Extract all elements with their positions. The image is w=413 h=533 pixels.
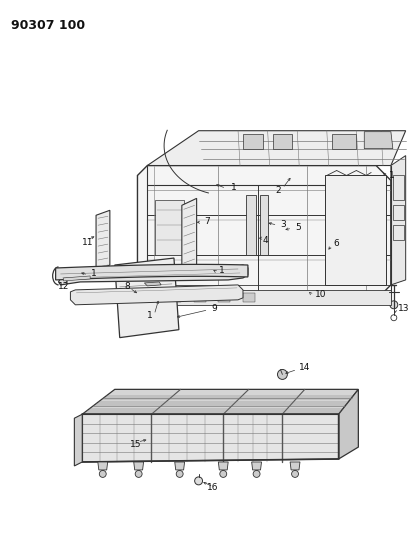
Polygon shape	[145, 282, 161, 286]
Polygon shape	[70, 285, 243, 305]
Circle shape	[135, 471, 142, 478]
Text: 10: 10	[315, 290, 326, 300]
Polygon shape	[134, 462, 144, 470]
Text: 15: 15	[130, 440, 141, 449]
Polygon shape	[273, 134, 292, 149]
Polygon shape	[393, 175, 404, 200]
Polygon shape	[175, 462, 185, 470]
Polygon shape	[325, 175, 386, 285]
Text: 16: 16	[206, 483, 218, 492]
Polygon shape	[82, 414, 339, 462]
Polygon shape	[138, 166, 391, 300]
Circle shape	[176, 471, 183, 478]
Text: 6: 6	[334, 239, 339, 248]
Circle shape	[220, 471, 227, 478]
Polygon shape	[147, 290, 391, 305]
Text: 90307 100: 90307 100	[11, 19, 85, 33]
Circle shape	[351, 227, 366, 243]
Circle shape	[390, 301, 398, 309]
Polygon shape	[56, 264, 248, 280]
Polygon shape	[260, 196, 268, 255]
Polygon shape	[290, 462, 300, 470]
Text: 11: 11	[82, 238, 94, 247]
Text: 13: 13	[398, 304, 409, 313]
Circle shape	[195, 477, 202, 485]
Text: 8: 8	[125, 282, 131, 292]
Circle shape	[292, 471, 299, 478]
Text: 1: 1	[231, 183, 237, 192]
Circle shape	[253, 471, 260, 478]
Polygon shape	[243, 134, 263, 149]
Polygon shape	[59, 265, 248, 285]
Polygon shape	[393, 225, 404, 240]
Polygon shape	[393, 205, 404, 220]
Text: 7: 7	[204, 217, 210, 226]
Text: 2: 2	[275, 186, 281, 195]
Text: 3: 3	[280, 220, 286, 229]
Polygon shape	[218, 293, 230, 302]
Circle shape	[99, 471, 106, 478]
Polygon shape	[96, 211, 110, 270]
Text: 1: 1	[389, 171, 395, 180]
Polygon shape	[194, 293, 206, 302]
Polygon shape	[218, 462, 228, 470]
Polygon shape	[82, 389, 358, 414]
Text: 1: 1	[147, 311, 153, 320]
Polygon shape	[182, 198, 197, 272]
Polygon shape	[98, 462, 108, 470]
Text: 5: 5	[295, 223, 301, 232]
Text: 1: 1	[91, 270, 97, 278]
Polygon shape	[74, 414, 82, 466]
Polygon shape	[147, 131, 406, 166]
Polygon shape	[155, 200, 184, 255]
Text: 12: 12	[57, 282, 69, 292]
Text: 1: 1	[219, 266, 225, 276]
Polygon shape	[391, 156, 406, 285]
Polygon shape	[252, 462, 261, 470]
Polygon shape	[115, 258, 179, 337]
Polygon shape	[246, 196, 256, 255]
Polygon shape	[169, 293, 181, 302]
Text: 9: 9	[211, 304, 217, 313]
Polygon shape	[364, 132, 393, 149]
Polygon shape	[332, 134, 356, 149]
Text: 4: 4	[263, 236, 268, 245]
Circle shape	[278, 369, 287, 379]
Polygon shape	[243, 293, 255, 302]
Polygon shape	[339, 389, 358, 459]
Polygon shape	[64, 276, 90, 281]
Text: 14: 14	[299, 363, 311, 372]
